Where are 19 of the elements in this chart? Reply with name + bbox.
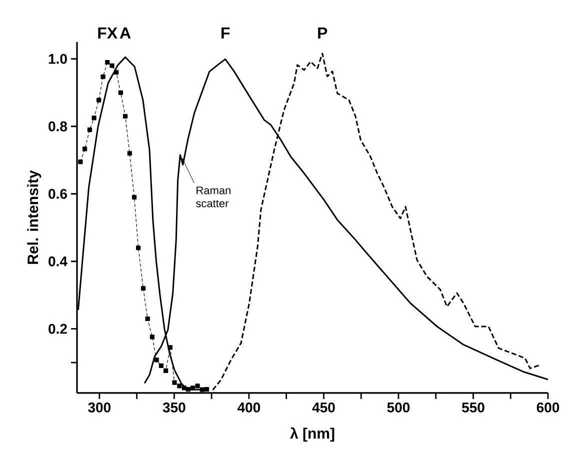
y-tick-label: 0.6 [48, 188, 67, 199]
x-tick-label: 300 [88, 402, 111, 412]
x-tick-label: 350 [162, 402, 186, 412]
series-label: FX [98, 27, 118, 38]
series-label: F [222, 27, 230, 38]
series-label: A [120, 27, 131, 38]
series-label: P [318, 27, 328, 38]
x-tick-label: 600 [536, 402, 560, 412]
annotation: Raman scatter [196, 186, 230, 208]
y-tick-label: 1.0 [48, 54, 67, 64]
x-axis-title: λ [nm] [290, 427, 334, 442]
y-axis-title: Rel. intensity [27, 170, 42, 264]
x-tick-label: 400 [237, 402, 260, 412]
x-tick-label: 500 [387, 402, 410, 412]
y-tick-label: 0.2 [48, 324, 67, 334]
y-tick-label: 0.4 [48, 256, 68, 266]
x-tick-label: 550 [462, 402, 484, 412]
x-tick-label: 450 [312, 402, 335, 412]
y-tick-label: 0.8 [48, 121, 68, 132]
